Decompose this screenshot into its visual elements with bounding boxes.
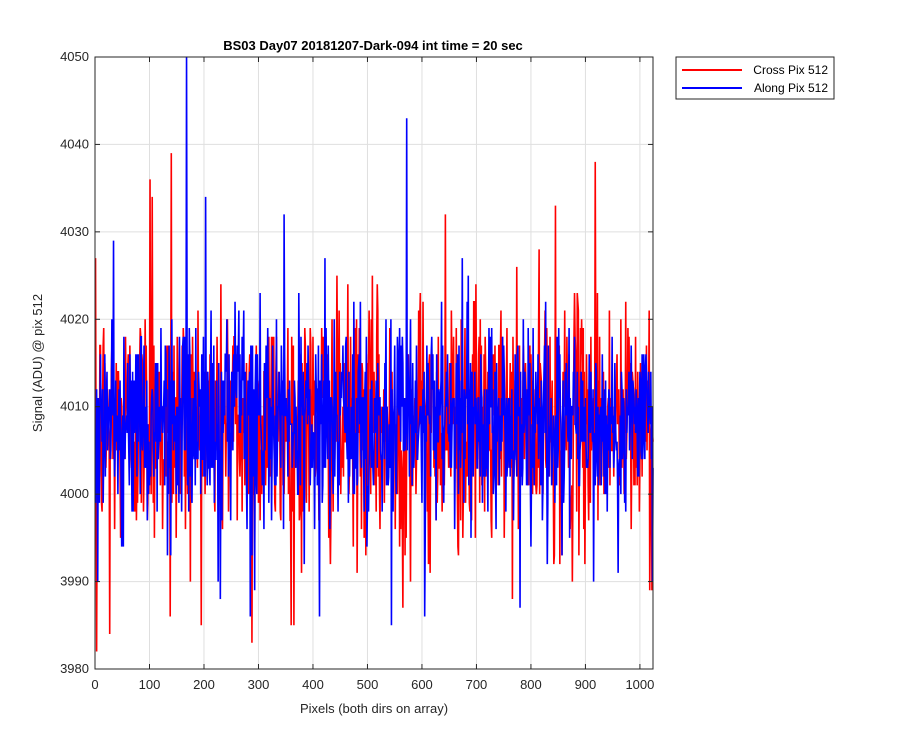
series-line-along-pix-512	[94, 56, 654, 626]
legend: Cross Pix 512 Along Pix 512	[675, 56, 835, 100]
x-tick-label: 900	[575, 677, 597, 692]
legend-label-along: Along Pix 512	[754, 81, 828, 95]
x-tick-label: 1000	[625, 677, 654, 692]
x-tick-label: 200	[193, 677, 215, 692]
x-tick-label: 400	[302, 677, 324, 692]
x-tick-label: 500	[357, 677, 379, 692]
x-tick-label: 0	[91, 677, 98, 692]
y-tick-label: 4050	[60, 49, 89, 64]
x-tick-label: 700	[466, 677, 488, 692]
x-tick-label: 600	[411, 677, 433, 692]
y-tick-label: 3980	[60, 661, 89, 676]
y-tick-label: 4030	[60, 224, 89, 239]
x-tick-label: 100	[139, 677, 161, 692]
y-axis-label: Signal (ADU) @ pix 512	[30, 294, 45, 432]
plot-area: 0 100 200 300 400 500 600 700 800 900 1000 3980 3990…	[60, 49, 654, 692]
y-tick-label: 3990	[60, 574, 89, 589]
x-axis-label: Pixels (both dirs on array)	[300, 701, 448, 716]
x-tick-label: 800	[520, 677, 542, 692]
legend-box	[675, 56, 835, 100]
y-tick-label: 4020	[60, 311, 89, 326]
legend-label-cross: Cross Pix 512	[753, 63, 828, 77]
axes-box	[94, 56, 654, 670]
series-layer	[94, 56, 654, 652]
y-tick-label: 4010	[60, 399, 89, 414]
x-tick-label: 300	[248, 677, 270, 692]
ticks: 0 100 200 300 400 500 600 700 800 900 1000 3980 3990…	[60, 49, 654, 692]
y-tick-label: 4000	[60, 486, 89, 501]
y-tick-label: 4040	[60, 136, 89, 151]
chart-title: BS03 Day07 20181207-Dark-094 int time = …	[223, 38, 523, 53]
